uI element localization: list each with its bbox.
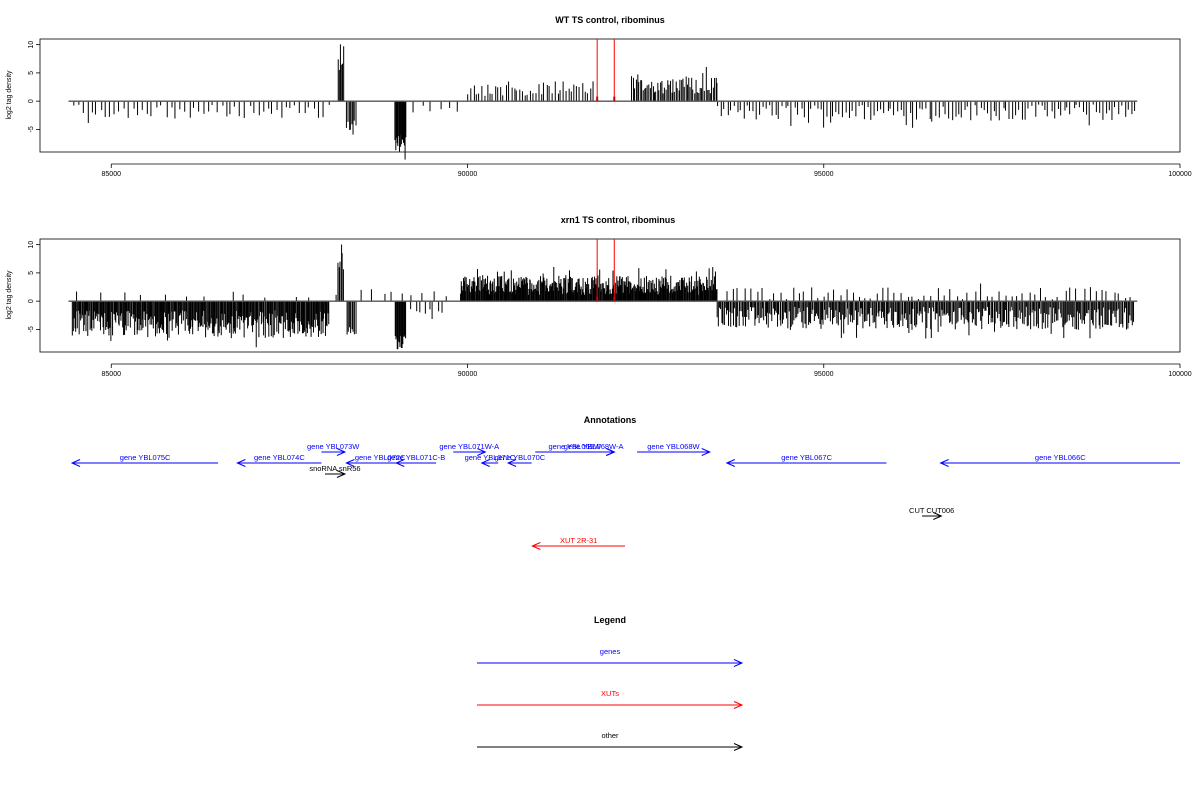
legend-item-label: genes [600, 647, 621, 656]
xrn1-y-tick-label: 10 [28, 241, 35, 249]
feature-arrow [321, 448, 347, 456]
wt-axes: -5 0 5 10 85000 90000 95000 100000 [28, 41, 1192, 178]
wt-y-tick-label: -5 [28, 126, 35, 132]
xrn1-plot-frame [39, 238, 1181, 353]
legend-arrow [477, 701, 744, 709]
legend-item-label: XUTs [601, 689, 619, 698]
legend-items: genes XUTs other [477, 647, 744, 751]
xrn1-density-panel: xrn1 TS control, ribominus log2 tag dens… [6, 215, 1192, 378]
legend-title: Legend [594, 615, 626, 625]
feature-label: XUT 2R-31 [560, 536, 597, 545]
feature-arrow [236, 459, 322, 467]
feature-label: gene YBL069W [549, 442, 602, 451]
feature-arrow [531, 542, 625, 550]
feature-arrow [480, 459, 499, 467]
xrn1-panel-title: xrn1 TS control, ribominus [561, 215, 676, 225]
wt-x-tick-label: 85000 [102, 171, 122, 178]
feature-arrow [922, 512, 943, 520]
feature-label: gene YBL074C [254, 453, 305, 462]
feature-label: gene YBL071C [465, 453, 516, 462]
wt-plot-frame [39, 38, 1181, 153]
feature-label: gene YBL070C [494, 453, 545, 462]
feature-arrow [725, 459, 887, 467]
feature-label: gene YBL066C [1035, 453, 1086, 462]
feature-label: gene YBL075C [120, 453, 171, 462]
feature-label: gene YBL071C-B [387, 453, 445, 462]
feature-arrow [939, 459, 1180, 467]
legend-arrow [477, 659, 744, 667]
wt-y-axis-label: log2 tag density [6, 70, 13, 120]
feature-label: snoRNA snR56 [309, 464, 360, 473]
wt-density-panel: WT TS control, ribominus log2 tag densit… [6, 15, 1192, 178]
feature-arrow [506, 459, 532, 467]
legend-arrow [477, 743, 744, 751]
feature-arrow [70, 459, 219, 467]
feature-label: gene YBL067C [781, 453, 832, 462]
feature-label: gene YBL073W [307, 442, 360, 451]
xrn1-bars [68, 239, 1138, 350]
feature-arrow [572, 448, 616, 456]
feature-label: gene YBL072C [355, 453, 406, 462]
feature-label: CUT CUT006 [909, 506, 954, 515]
xrn1-x-tick-label: 100000 [1168, 371, 1191, 378]
legend-item-label: other [601, 731, 619, 740]
feature-arrow [453, 448, 487, 456]
xrn1-x-tick-label: 95000 [814, 371, 834, 378]
wt-x-tick-label: 90000 [458, 171, 478, 178]
wt-x-tick-label: 100000 [1168, 171, 1191, 178]
wt-y-tick-label: 0 [28, 99, 35, 103]
xrn1-x-tick-label: 85000 [102, 371, 122, 378]
legend: Legend genes XUTs other [477, 615, 744, 751]
feature-label: gene YBL071W-A [439, 442, 499, 451]
xrn1-x-tick-label: 90000 [458, 371, 478, 378]
feature-arrow [637, 448, 711, 456]
feature-arrow [395, 459, 437, 467]
wt-x-tick-label: 95000 [814, 171, 834, 178]
wt-panel-title: WT TS control, ribominus [555, 15, 665, 25]
xrn1-y-tick-label: 5 [28, 271, 35, 275]
xrn1-y-tick-label: 0 [28, 299, 35, 303]
annotations-track: Annotations gene YBL075C gene YBL074Cgene… [70, 415, 1180, 550]
xrn1-axes: -5 0 5 10 85000 90000 95000 100000 [28, 241, 1192, 378]
feature-label: gene YBL068W [647, 442, 700, 451]
feature-arrow [325, 470, 347, 478]
wt-y-tick-label: 5 [28, 71, 35, 75]
wt-bars [68, 39, 1138, 160]
wt-y-tick-label: 10 [28, 41, 35, 49]
annotations-title: Annotations [584, 415, 637, 425]
xrn1-y-axis-label: log2 tag density [6, 270, 13, 320]
xrn1-y-tick-label: -5 [28, 326, 35, 332]
feature-label: gene YBL068W-A [564, 442, 624, 451]
